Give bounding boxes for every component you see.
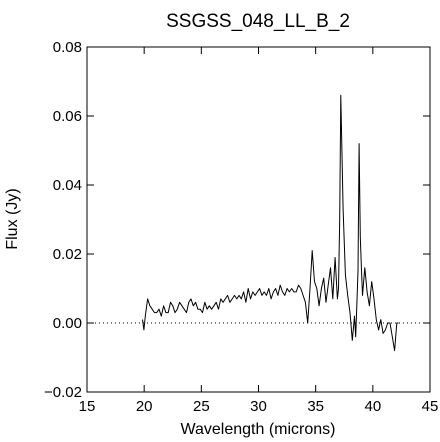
x-tick-label: 35 xyxy=(307,398,324,415)
x-tick-label: 15 xyxy=(79,398,96,415)
y-axis-title: Flux (Jy) xyxy=(4,188,21,249)
y-tick-label: 0.00 xyxy=(53,315,82,332)
y-tick-label: 0.06 xyxy=(53,108,82,125)
spectrum-line xyxy=(142,94,399,352)
x-tick-label: 20 xyxy=(136,398,153,415)
x-tick-label: 45 xyxy=(422,398,439,415)
y-axis: −0.02 0.00 0.02 0.04 0.06 0.08 xyxy=(44,39,430,401)
x-axis: 15 20 25 30 35 40 45 xyxy=(79,47,439,415)
y-tick-label: 0.04 xyxy=(53,177,82,194)
chart-title: SSGSS_048_LL_B_2 xyxy=(166,11,350,32)
y-tick-label: 0.08 xyxy=(53,39,82,56)
y-tick-label: −0.02 xyxy=(44,384,82,401)
x-axis-title: Wavelength (microns) xyxy=(180,421,335,438)
plot-frame xyxy=(86,46,431,393)
series-layer xyxy=(142,94,399,352)
x-tick-label: 40 xyxy=(364,398,381,415)
y-tick-label: 0.02 xyxy=(53,246,82,263)
x-tick-label: 25 xyxy=(193,398,210,415)
x-tick-label: 30 xyxy=(250,398,267,415)
